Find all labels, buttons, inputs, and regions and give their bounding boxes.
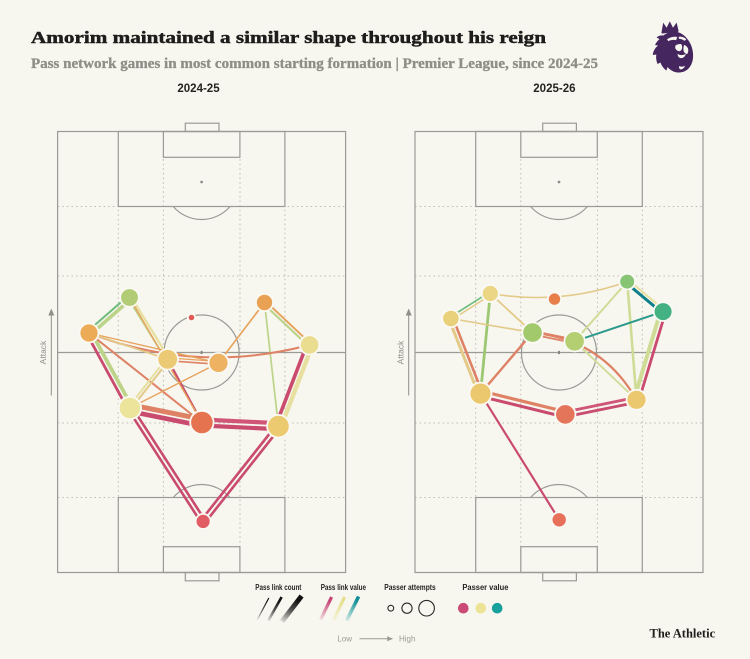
svg-text:Pass network games in most com: Pass network games in most common starti… [31, 56, 598, 72]
svg-text:2025-26: 2025-26 [533, 83, 575, 95]
svg-text:High: High [399, 635, 415, 644]
svg-text:Passer value: Passer value [462, 583, 509, 592]
svg-text:Pass link count: Pass link count [255, 583, 301, 592]
svg-text:Amorim maintained a similar sh: Amorim maintained a similar shape throug… [31, 28, 546, 47]
svg-text:Low: Low [337, 635, 352, 644]
svg-text:The Athletic: The Athletic [650, 627, 716, 641]
svg-text:Passer attempts: Passer attempts [384, 583, 436, 592]
svg-text:Pass link value: Pass link value [321, 583, 367, 592]
svg-text:2024-25: 2024-25 [177, 83, 220, 95]
